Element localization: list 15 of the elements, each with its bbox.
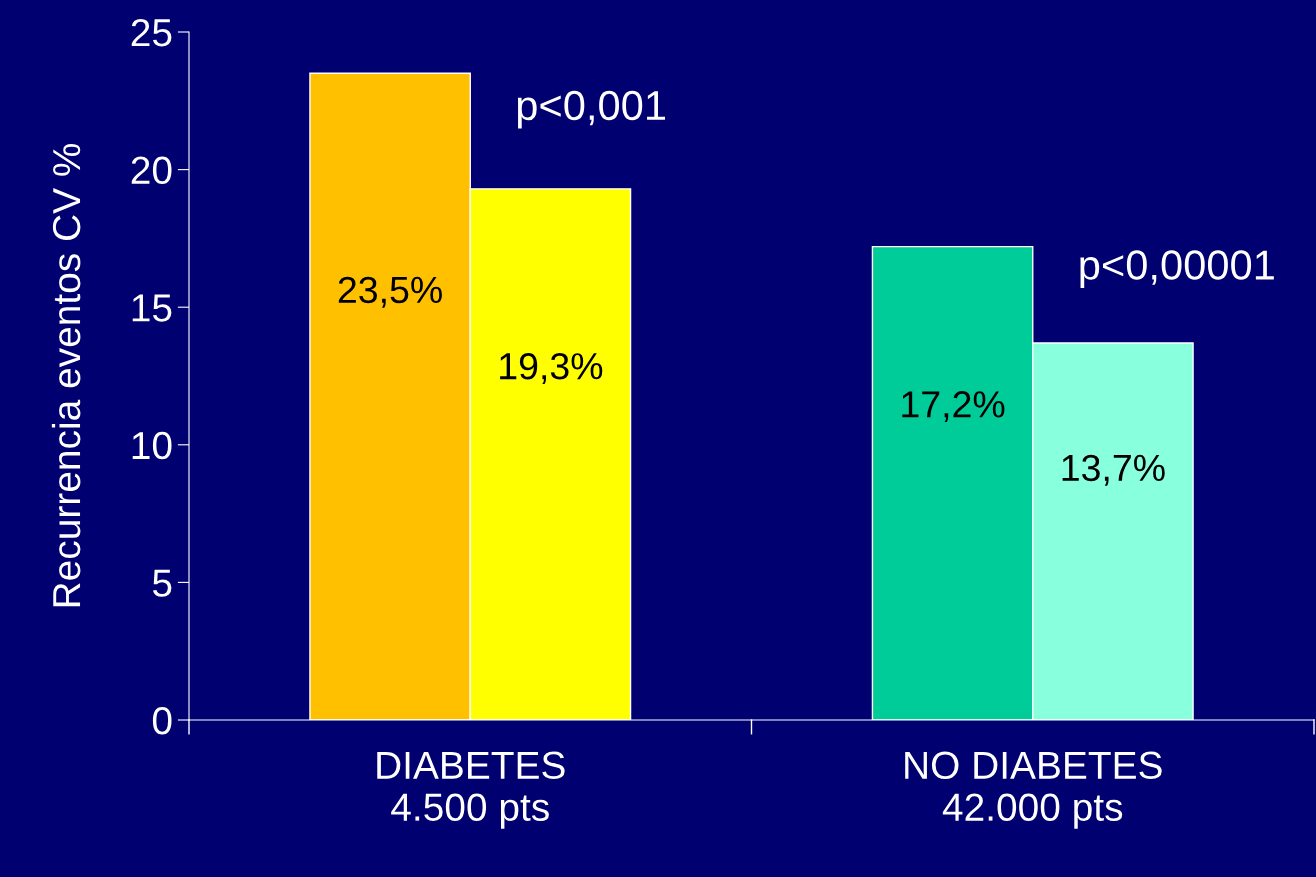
y-tick-label: 10: [132, 431, 172, 460]
data-label: 23,5%: [338, 276, 442, 308]
annotation: p<0,00001: [1080, 250, 1274, 289]
data-label: 13,7%: [1062, 454, 1165, 486]
y-tick-label: 15: [132, 294, 172, 322]
x-tick-label: DIABETES 4.500 pts: [377, 751, 565, 829]
y-tick-label: 20: [131, 156, 172, 185]
data-label: 19,3%: [500, 352, 603, 384]
annotation: p<0,001: [517, 90, 665, 129]
data-label: 17,2%: [902, 391, 1005, 423]
x-tick-label: NO DIABETES 42.000 pts: [905, 751, 1162, 829]
y-tick-label: 0: [152, 706, 172, 735]
y-tick-label: 5: [152, 569, 172, 597]
y-axis-title: Recurrencia eventos CV %: [51, 143, 81, 607]
y-tick-label: 25: [131, 18, 172, 47]
